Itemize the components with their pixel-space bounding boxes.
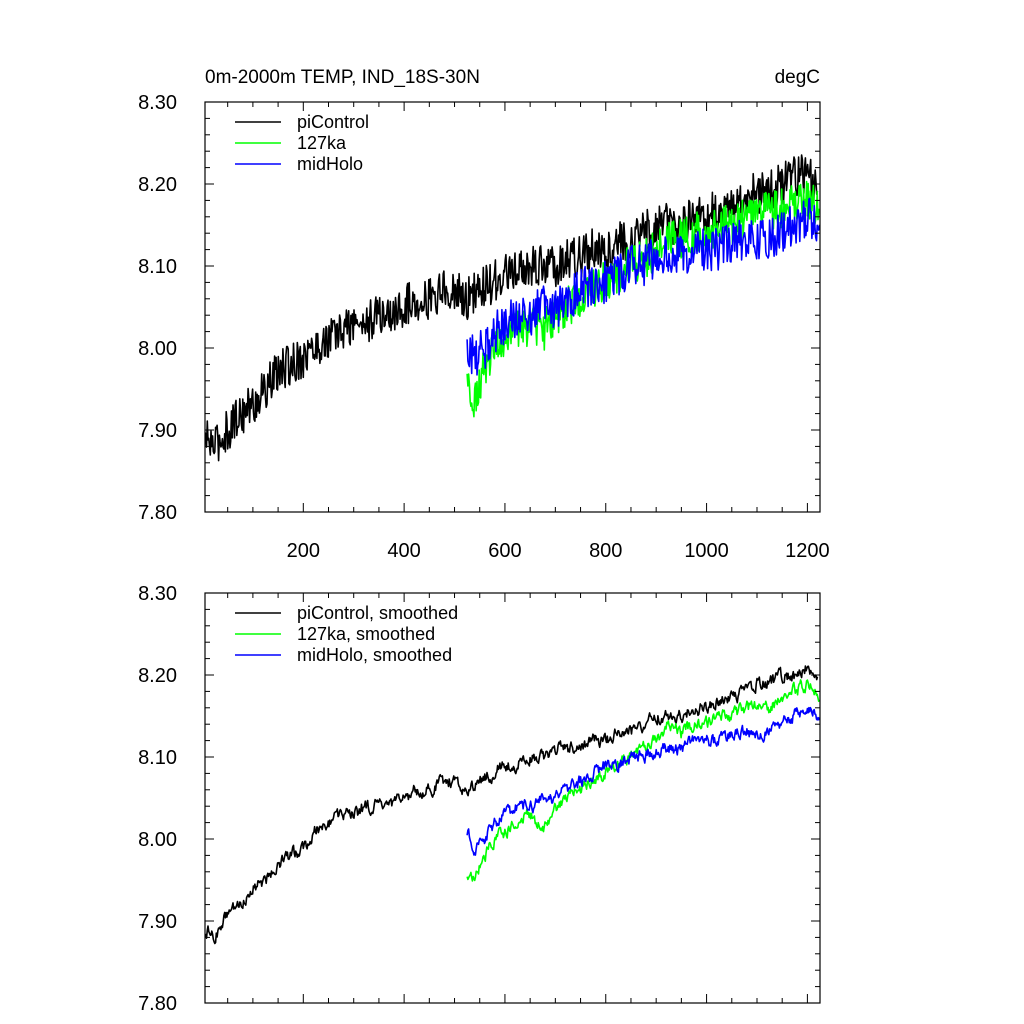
chart-title: 0m-2000m TEMP, IND_18S-30N (205, 67, 480, 88)
series-line-127ka-smoothed (466, 679, 820, 882)
series-line-midholo-smoothed (466, 706, 820, 856)
y-tick-label: 7.80 (138, 993, 177, 1015)
series-group-top (205, 154, 820, 462)
y-tick-label: 7.90 (138, 911, 177, 933)
y-tick-label: 8.00 (138, 829, 177, 851)
chart-bottom: 7.80 7.90 8.00 8.10 8.20 8.30 piControl, smoo… (138, 583, 821, 1015)
y-tick-label: 8.30 (138, 583, 177, 605)
x-tick-label: 800 (589, 540, 622, 562)
y-tick-label: 8.20 (138, 665, 177, 687)
x-tick-label: 1000 (684, 540, 729, 562)
y-tick-label: 8.10 (138, 256, 177, 278)
legend-label: piControl, smoothed (297, 603, 458, 623)
y-tick-label: 7.90 (138, 420, 177, 442)
series-line-picontrol (205, 154, 819, 462)
legend-label: midHolo (297, 154, 363, 174)
legend-label: 127ka (297, 133, 347, 153)
x-tick-label: 600 (488, 540, 521, 562)
y-tick-label: 7.80 (138, 502, 177, 524)
series-line-midholo (466, 197, 820, 376)
x-tick-label: 400 (387, 540, 420, 562)
x-tick-label: 200 (287, 540, 320, 562)
legend-label: piControl (297, 112, 369, 132)
y-tick-label: 8.10 (138, 747, 177, 769)
series-line-picontrol-smoothed (205, 665, 819, 945)
y-tick-label: 8.00 (138, 338, 177, 360)
plot-frame-bottom (204, 592, 821, 1004)
legend-label: midHolo, smoothed (297, 645, 452, 665)
units-label: degC (775, 67, 820, 88)
axes-bottom: 7.80 7.90 8.00 8.10 8.20 8.30 (138, 583, 820, 1015)
axes-top: 7.80 7.90 8.00 8.10 8.20 8.30 200 400 600 800 1000… (138, 92, 830, 562)
series-group-bottom (205, 665, 820, 945)
x-tick-label: 1200 (785, 540, 830, 562)
y-tick-label: 8.30 (138, 92, 177, 114)
y-tick-label: 8.20 (138, 174, 177, 196)
legend-label: 127ka, smoothed (297, 624, 435, 644)
chart-top: 0m-2000m TEMP, IND_18S-30N degC 7.80 7.90… (138, 67, 830, 562)
plot-frame-top (204, 101, 821, 513)
